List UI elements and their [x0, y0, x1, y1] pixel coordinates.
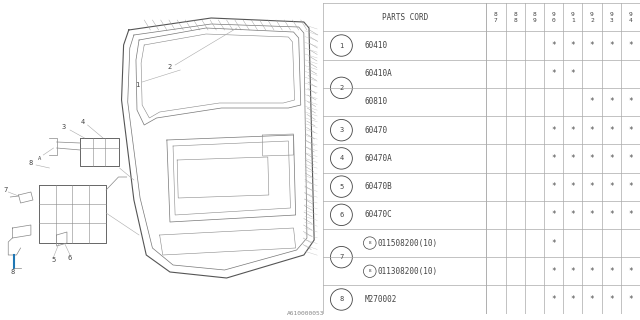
Text: A: A	[38, 156, 41, 161]
Text: *: *	[570, 295, 575, 304]
Text: *: *	[551, 238, 556, 248]
Text: 9
2: 9 2	[590, 12, 594, 23]
Text: 3: 3	[339, 127, 344, 133]
Text: B: B	[369, 269, 371, 273]
Text: M270002: M270002	[364, 295, 397, 304]
Text: *: *	[628, 126, 633, 135]
Text: 3: 3	[61, 124, 66, 130]
Text: 60470: 60470	[364, 126, 387, 135]
Text: 8: 8	[29, 160, 33, 166]
Text: *: *	[609, 267, 614, 276]
Text: *: *	[609, 154, 614, 163]
Text: *: *	[628, 154, 633, 163]
Text: 60470C: 60470C	[364, 210, 392, 219]
Text: *: *	[609, 182, 614, 191]
Text: 6: 6	[68, 255, 72, 261]
Text: PARTS CORD: PARTS CORD	[381, 13, 428, 22]
Text: 4: 4	[339, 156, 344, 161]
Text: 1: 1	[135, 82, 139, 88]
Text: 60470B: 60470B	[364, 182, 392, 191]
Text: 7: 7	[339, 254, 344, 260]
Text: *: *	[551, 126, 556, 135]
Text: *: *	[551, 295, 556, 304]
Text: *: *	[589, 182, 595, 191]
Text: *: *	[570, 267, 575, 276]
Text: *: *	[628, 267, 633, 276]
Text: *: *	[570, 69, 575, 78]
Text: 5: 5	[51, 257, 56, 263]
Text: *: *	[609, 295, 614, 304]
Text: 9
0: 9 0	[552, 12, 556, 23]
Text: 9
4: 9 4	[628, 12, 632, 23]
Text: 011508200(10): 011508200(10)	[378, 238, 438, 248]
Text: 6: 6	[339, 212, 344, 218]
Text: 60810: 60810	[364, 98, 387, 107]
Text: 60470A: 60470A	[364, 154, 392, 163]
Text: *: *	[589, 41, 595, 50]
Text: 8: 8	[339, 297, 344, 302]
Text: 8
8: 8 8	[513, 12, 517, 23]
Text: *: *	[628, 210, 633, 219]
Text: 9
3: 9 3	[609, 12, 613, 23]
Text: 1: 1	[339, 43, 344, 49]
Text: *: *	[609, 210, 614, 219]
Text: *: *	[609, 98, 614, 107]
Text: *: *	[589, 126, 595, 135]
Text: *: *	[589, 98, 595, 107]
Text: *: *	[551, 41, 556, 50]
Text: *: *	[570, 210, 575, 219]
Text: 9
1: 9 1	[571, 12, 575, 23]
Text: 5: 5	[339, 184, 344, 190]
Text: *: *	[589, 267, 595, 276]
Text: *: *	[628, 41, 633, 50]
Text: *: *	[628, 182, 633, 191]
Text: *: *	[589, 210, 595, 219]
Text: *: *	[628, 98, 633, 107]
Text: 8: 8	[10, 269, 15, 275]
Text: *: *	[551, 69, 556, 78]
Text: *: *	[570, 126, 575, 135]
Text: *: *	[609, 126, 614, 135]
Text: *: *	[589, 295, 595, 304]
Text: *: *	[609, 41, 614, 50]
Text: *: *	[551, 210, 556, 219]
Text: *: *	[589, 154, 595, 163]
Text: 2: 2	[168, 64, 172, 70]
Text: *: *	[570, 41, 575, 50]
Text: A610000053: A610000053	[287, 311, 324, 316]
Text: 60410: 60410	[364, 41, 387, 50]
Text: 8
7: 8 7	[494, 12, 498, 23]
Text: *: *	[628, 295, 633, 304]
Text: 4: 4	[80, 119, 84, 125]
Text: *: *	[570, 154, 575, 163]
Text: *: *	[570, 182, 575, 191]
Text: 60410A: 60410A	[364, 69, 392, 78]
Text: *: *	[551, 182, 556, 191]
Text: 8
9: 8 9	[532, 12, 536, 23]
Text: B: B	[369, 241, 371, 245]
Text: *: *	[551, 267, 556, 276]
Text: 2: 2	[339, 85, 344, 91]
Text: 011308200(10): 011308200(10)	[378, 267, 438, 276]
Text: *: *	[551, 154, 556, 163]
Text: 7: 7	[3, 187, 7, 193]
